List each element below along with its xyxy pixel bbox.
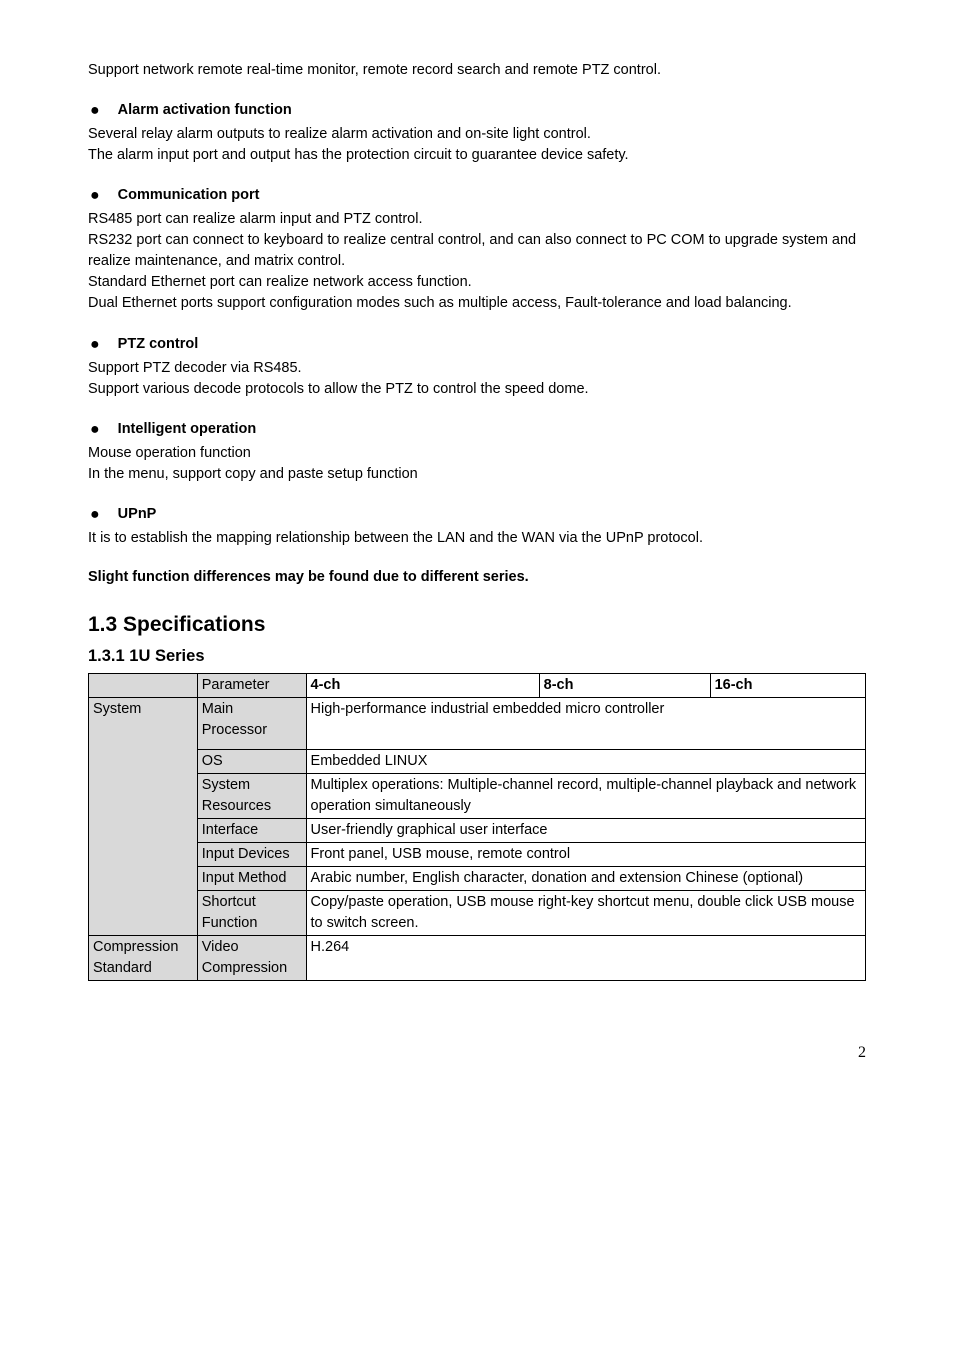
comm-line: Standard Ethernet port can realize netwo… bbox=[88, 272, 866, 293]
table-row: Shortcut Function Copy/paste operation, … bbox=[89, 890, 866, 935]
comm-line: RS485 port can realize alarm input and P… bbox=[88, 209, 866, 230]
upnp-body: It is to establish the mapping relations… bbox=[88, 528, 866, 549]
cell-inputdev: Input Devices bbox=[197, 842, 306, 866]
intel-line: Mouse operation function bbox=[88, 443, 866, 464]
comm-heading-label: Communication port bbox=[118, 185, 260, 206]
cell-inputmeth: Input Method bbox=[197, 866, 306, 890]
cell-main-proc-val: High-performance industrial embedded mic… bbox=[306, 697, 865, 749]
cell-shortcut-val: Copy/paste operation, USB mouse right-ke… bbox=[306, 890, 865, 935]
spec-table: Parameter 4-ch 8-ch 16-ch System Main Pr… bbox=[88, 673, 866, 981]
cell-system: System bbox=[89, 697, 198, 935]
cell-compstd: Compression Standard bbox=[89, 935, 198, 980]
slight-note: Slight function differences may be found… bbox=[88, 567, 866, 588]
comm-line: Dual Ethernet ports support configuratio… bbox=[88, 293, 866, 314]
cell-os: OS bbox=[197, 749, 306, 773]
table-row: Compression Standard Video Compression H… bbox=[89, 935, 866, 980]
header-empty bbox=[89, 673, 198, 697]
table-row: System Main Processor High-performance i… bbox=[89, 697, 866, 749]
cell-vidcomp-val: H.264 bbox=[306, 935, 865, 980]
table-row: Interface User-friendly graphical user i… bbox=[89, 818, 866, 842]
bullet-icon: ● bbox=[90, 503, 100, 526]
cell-inputmeth-val: Arabic number, English character, donati… bbox=[306, 866, 865, 890]
upnp-line: It is to establish the mapping relations… bbox=[88, 528, 866, 549]
intel-heading: ● Intelligent operation bbox=[88, 418, 866, 441]
ptz-body: Support PTZ decoder via RS485. Support v… bbox=[88, 358, 866, 400]
header-16ch: 16-ch bbox=[710, 673, 865, 697]
intel-line: In the menu, support copy and paste setu… bbox=[88, 464, 866, 485]
intel-body: Mouse operation function In the menu, su… bbox=[88, 443, 866, 485]
upnp-heading-label: UPnP bbox=[118, 504, 157, 525]
table-row: System Resources Multiplex operations: M… bbox=[89, 773, 866, 818]
spec-subtitle: 1.3.1 1U Series bbox=[88, 645, 866, 669]
table-header-row: Parameter 4-ch 8-ch 16-ch bbox=[89, 673, 866, 697]
cell-shortcut: Shortcut Function bbox=[197, 890, 306, 935]
bullet-icon: ● bbox=[90, 184, 100, 207]
alarm-heading-label: Alarm activation function bbox=[118, 100, 292, 121]
ptz-line: Support PTZ decoder via RS485. bbox=[88, 358, 866, 379]
cell-sysres: System Resources bbox=[197, 773, 306, 818]
comm-body: RS485 port can realize alarm input and P… bbox=[88, 209, 866, 314]
cell-sysres-val: Multiplex operations: Multiple-channel r… bbox=[306, 773, 865, 818]
comm-heading: ● Communication port bbox=[88, 184, 866, 207]
header-4ch: 4-ch bbox=[306, 673, 539, 697]
comm-line: RS232 port can connect to keyboard to re… bbox=[88, 230, 866, 272]
ptz-heading: ● PTZ control bbox=[88, 333, 866, 356]
table-row: OS Embedded LINUX bbox=[89, 749, 866, 773]
cell-interface-val: User-friendly graphical user interface bbox=[306, 818, 865, 842]
intro-paragraph: Support network remote real-time monitor… bbox=[88, 60, 866, 81]
cell-interface: Interface bbox=[197, 818, 306, 842]
bullet-icon: ● bbox=[90, 99, 100, 122]
table-row: Input Devices Front panel, USB mouse, re… bbox=[89, 842, 866, 866]
alarm-line: The alarm input port and output has the … bbox=[88, 145, 866, 166]
cell-vidcomp: Video Compression bbox=[197, 935, 306, 980]
cell-os-val: Embedded LINUX bbox=[306, 749, 865, 773]
page-number: 2 bbox=[88, 1041, 866, 1064]
alarm-body: Several relay alarm outputs to realize a… bbox=[88, 124, 866, 166]
ptz-line: Support various decode protocols to allo… bbox=[88, 379, 866, 400]
spec-title: 1.3 Specifications bbox=[88, 610, 866, 640]
table-row: Input Method Arabic number, English char… bbox=[89, 866, 866, 890]
cell-inputdev-val: Front panel, USB mouse, remote control bbox=[306, 842, 865, 866]
cell-main-proc: Main Processor bbox=[197, 697, 306, 749]
intel-heading-label: Intelligent operation bbox=[118, 419, 257, 440]
alarm-line: Several relay alarm outputs to realize a… bbox=[88, 124, 866, 145]
bullet-icon: ● bbox=[90, 418, 100, 441]
header-8ch: 8-ch bbox=[539, 673, 710, 697]
header-parameter: Parameter bbox=[197, 673, 306, 697]
ptz-heading-label: PTZ control bbox=[118, 334, 199, 355]
bullet-icon: ● bbox=[90, 333, 100, 356]
alarm-heading: ● Alarm activation function bbox=[88, 99, 866, 122]
upnp-heading: ● UPnP bbox=[88, 503, 866, 526]
